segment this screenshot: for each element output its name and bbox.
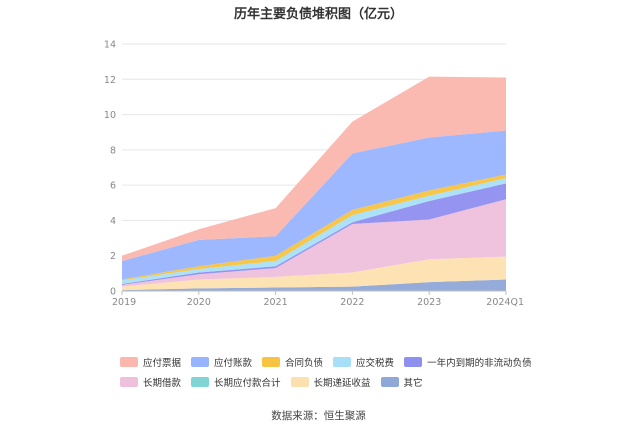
legend-swatch: [120, 357, 138, 367]
legend-label: 长期借款: [143, 378, 182, 389]
legend-label: 长期递延收益: [313, 378, 371, 389]
legend-item[interactable]: 应付账款: [191, 355, 252, 369]
legend-row: 应付票据 应付账款 合同负债 应交税费 一年内到期的非流动负债: [120, 353, 540, 371]
x-tick-label: 2019: [112, 297, 136, 308]
legend-label: 应付账款: [214, 358, 253, 369]
area-series-0: [122, 279, 506, 291]
x-tick-label: 2023: [417, 297, 441, 308]
legend: 应付票据 应付账款 合同负债 应交税费 一年内到期的非流动负债 长期借款 长期应付款合计 长期…: [120, 353, 540, 393]
x-tick-label: 2020: [187, 297, 211, 308]
legend-item[interactable]: 长期应付款合计: [191, 375, 281, 389]
area-series-4: [122, 183, 506, 285]
legend-swatch: [333, 357, 352, 367]
y-tick-label: 12: [104, 75, 116, 86]
legend-item[interactable]: 长期递延收益: [290, 375, 371, 389]
area-series-6: [122, 174, 506, 281]
legend-swatch: [120, 377, 138, 387]
legend-swatch: [262, 357, 281, 367]
x-tick-label: 2022: [340, 297, 364, 308]
area-layers: [122, 76, 506, 291]
legend-row: 长期借款 长期应付款合计 长期递延收益 其它: [120, 373, 540, 391]
legend-label: 应付票据: [143, 358, 182, 369]
area-series-8: [122, 76, 506, 262]
legend-label: 应交税费: [356, 358, 395, 369]
legend-label: 一年内到期的非流动负债: [427, 358, 532, 369]
legend-item[interactable]: 长期借款: [120, 375, 181, 389]
legend-item[interactable]: 其它: [380, 375, 423, 389]
legend-label: 长期应付款合计: [214, 378, 281, 389]
y-tick-label: 2: [110, 251, 116, 262]
legend-item[interactable]: 一年内到期的非流动负债: [404, 355, 532, 369]
stacked-area-chart: 0 2 4 6 8 10 12 14 2019 2020 2021 2022 2023 2024Q1: [104, 40, 524, 309]
area-series-7: [122, 130, 506, 280]
legend-item[interactable]: 应交税费: [333, 355, 394, 369]
y-tick-label: 8: [110, 145, 116, 156]
legend-item[interactable]: 合同负债: [262, 355, 323, 369]
y-tick-label: 4: [110, 216, 116, 227]
legend-swatch: [404, 357, 423, 367]
legend-swatch: [380, 377, 399, 387]
legend-swatch: [290, 377, 309, 387]
chart-title: 历年主要负债堆积图（亿元）: [233, 7, 403, 22]
legend-label: 其它: [403, 378, 423, 389]
y-tick-label: 14: [104, 40, 116, 51]
legend-label: 合同负债: [285, 358, 324, 369]
y-tick-label: 10: [104, 110, 116, 121]
y-tick-label: 0: [110, 287, 116, 298]
area-series-3: [122, 199, 506, 287]
source-note: 数据来源：恒生聚源: [271, 410, 366, 422]
legend-swatch: [191, 377, 210, 387]
legend-item[interactable]: 应付票据: [120, 355, 181, 369]
x-tick-label: 2021: [264, 297, 288, 308]
x-tick-label: 2024Q1: [486, 297, 524, 308]
area-series-1: [122, 256, 506, 291]
area-series-5: [122, 178, 506, 284]
legend-swatch: [191, 357, 210, 367]
axes: 0 2 4 6 8 10 12 14 2019 2020 2021 2022 2023 2024Q1: [104, 40, 524, 309]
y-tick-label: 6: [110, 181, 116, 192]
